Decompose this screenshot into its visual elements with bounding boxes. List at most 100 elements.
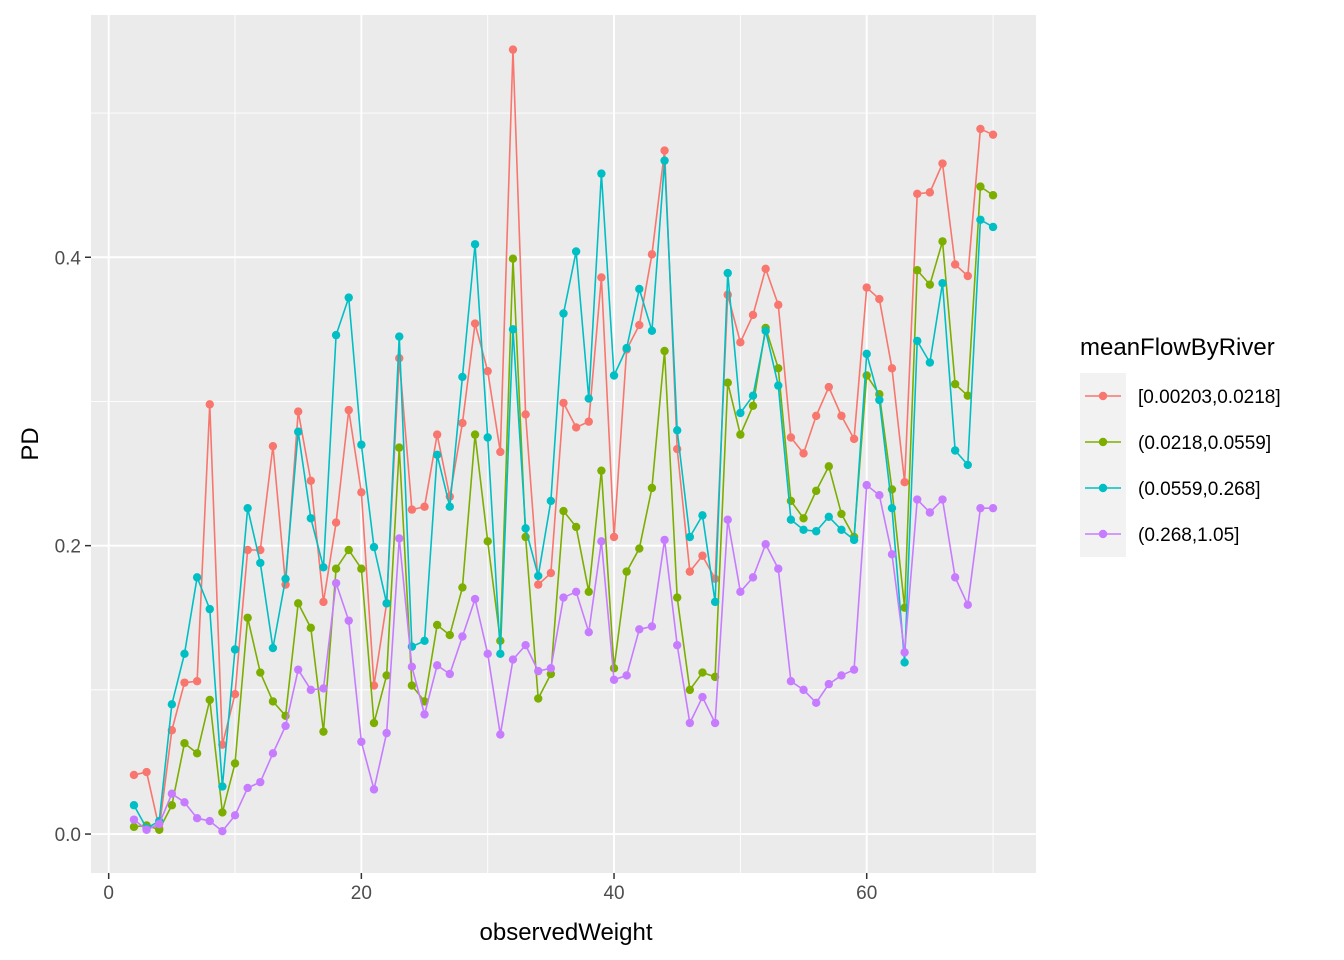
data-point bbox=[205, 816, 214, 826]
data-point bbox=[357, 737, 366, 746]
data-point bbox=[331, 518, 341, 527]
data-point bbox=[584, 417, 593, 426]
data-point bbox=[293, 407, 303, 416]
data-point bbox=[192, 814, 202, 823]
data-point bbox=[357, 488, 366, 497]
data-point bbox=[420, 636, 429, 646]
data-point bbox=[521, 524, 530, 533]
data-point bbox=[837, 411, 846, 421]
data-point bbox=[559, 398, 568, 408]
y-tick-label: 0.2 bbox=[55, 537, 81, 558]
data-point bbox=[319, 684, 328, 693]
data-point bbox=[306, 476, 316, 485]
data-point bbox=[243, 783, 252, 793]
data-point bbox=[862, 349, 871, 359]
data-point bbox=[976, 124, 985, 134]
data-point bbox=[382, 671, 391, 680]
data-point bbox=[382, 599, 391, 608]
data-point bbox=[357, 564, 366, 573]
data-point bbox=[344, 405, 353, 415]
data-point bbox=[483, 649, 492, 659]
data-point bbox=[331, 564, 341, 573]
data-point bbox=[167, 700, 177, 709]
legend: meanFlowByRiver [0.00203,0.0218] (0.0218,… bbox=[1080, 334, 1281, 557]
data-point bbox=[635, 544, 644, 553]
data-point bbox=[622, 343, 631, 353]
data-point bbox=[635, 320, 644, 330]
data-point bbox=[268, 441, 278, 451]
data-point bbox=[192, 677, 202, 686]
data-point bbox=[774, 381, 783, 390]
data-point bbox=[774, 564, 783, 573]
data-point bbox=[849, 665, 859, 674]
data-point bbox=[331, 330, 341, 340]
data-point bbox=[496, 649, 505, 659]
data-point bbox=[180, 798, 189, 807]
y-axis: 0.0 0.2 0.4 bbox=[55, 248, 91, 846]
data-point bbox=[685, 567, 695, 576]
data-point bbox=[736, 430, 745, 439]
x-tick-label: 0 bbox=[103, 883, 114, 904]
data-point bbox=[584, 627, 593, 637]
data-point bbox=[534, 694, 543, 703]
data-point bbox=[673, 640, 682, 650]
data-point bbox=[837, 525, 846, 534]
data-point bbox=[938, 237, 947, 246]
data-point bbox=[900, 648, 909, 657]
data-point bbox=[799, 514, 808, 523]
data-point bbox=[470, 594, 480, 604]
data-point bbox=[761, 264, 770, 273]
data-point bbox=[622, 567, 631, 576]
data-point bbox=[395, 332, 404, 341]
data-point bbox=[508, 254, 518, 263]
data-point bbox=[988, 191, 998, 200]
plot-panel bbox=[91, 15, 1036, 873]
data-point bbox=[609, 371, 619, 380]
data-point bbox=[420, 710, 429, 719]
data-point bbox=[458, 632, 467, 641]
data-point bbox=[534, 666, 543, 676]
data-point bbox=[887, 503, 897, 513]
data-point bbox=[470, 240, 480, 249]
data-point bbox=[571, 423, 581, 432]
data-point bbox=[230, 689, 240, 699]
data-point bbox=[142, 767, 151, 777]
data-point bbox=[407, 681, 417, 690]
legend-title: meanFlowByRiver bbox=[1080, 334, 1275, 361]
data-point bbox=[950, 260, 960, 269]
data-point bbox=[622, 671, 631, 680]
data-point bbox=[736, 587, 745, 597]
data-point bbox=[256, 668, 265, 677]
data-point bbox=[129, 801, 139, 810]
data-point bbox=[887, 550, 897, 559]
legend-label: [0.00203,0.0218] bbox=[1138, 387, 1281, 408]
data-point bbox=[319, 563, 328, 572]
data-point bbox=[837, 509, 846, 519]
data-point bbox=[849, 434, 859, 444]
data-point bbox=[824, 512, 834, 522]
data-point bbox=[774, 300, 783, 310]
data-point bbox=[609, 675, 619, 684]
data-point bbox=[837, 671, 846, 680]
data-point bbox=[786, 433, 796, 442]
x-axis-title: observedWeight bbox=[480, 919, 653, 946]
data-point bbox=[508, 325, 518, 334]
data-point bbox=[281, 721, 290, 731]
data-point bbox=[811, 698, 821, 708]
data-point bbox=[950, 379, 960, 389]
data-point bbox=[862, 283, 871, 292]
data-point bbox=[420, 502, 429, 511]
data-point bbox=[268, 749, 278, 758]
data-point bbox=[306, 514, 316, 523]
data-point bbox=[710, 718, 720, 728]
data-point bbox=[647, 326, 657, 336]
data-point bbox=[976, 182, 985, 191]
data-point bbox=[799, 449, 808, 458]
data-point bbox=[306, 623, 316, 633]
data-point bbox=[382, 728, 391, 738]
data-point bbox=[571, 587, 581, 597]
data-point bbox=[521, 410, 530, 419]
data-point bbox=[205, 604, 214, 614]
data-point bbox=[723, 515, 732, 524]
data-point bbox=[609, 664, 619, 673]
